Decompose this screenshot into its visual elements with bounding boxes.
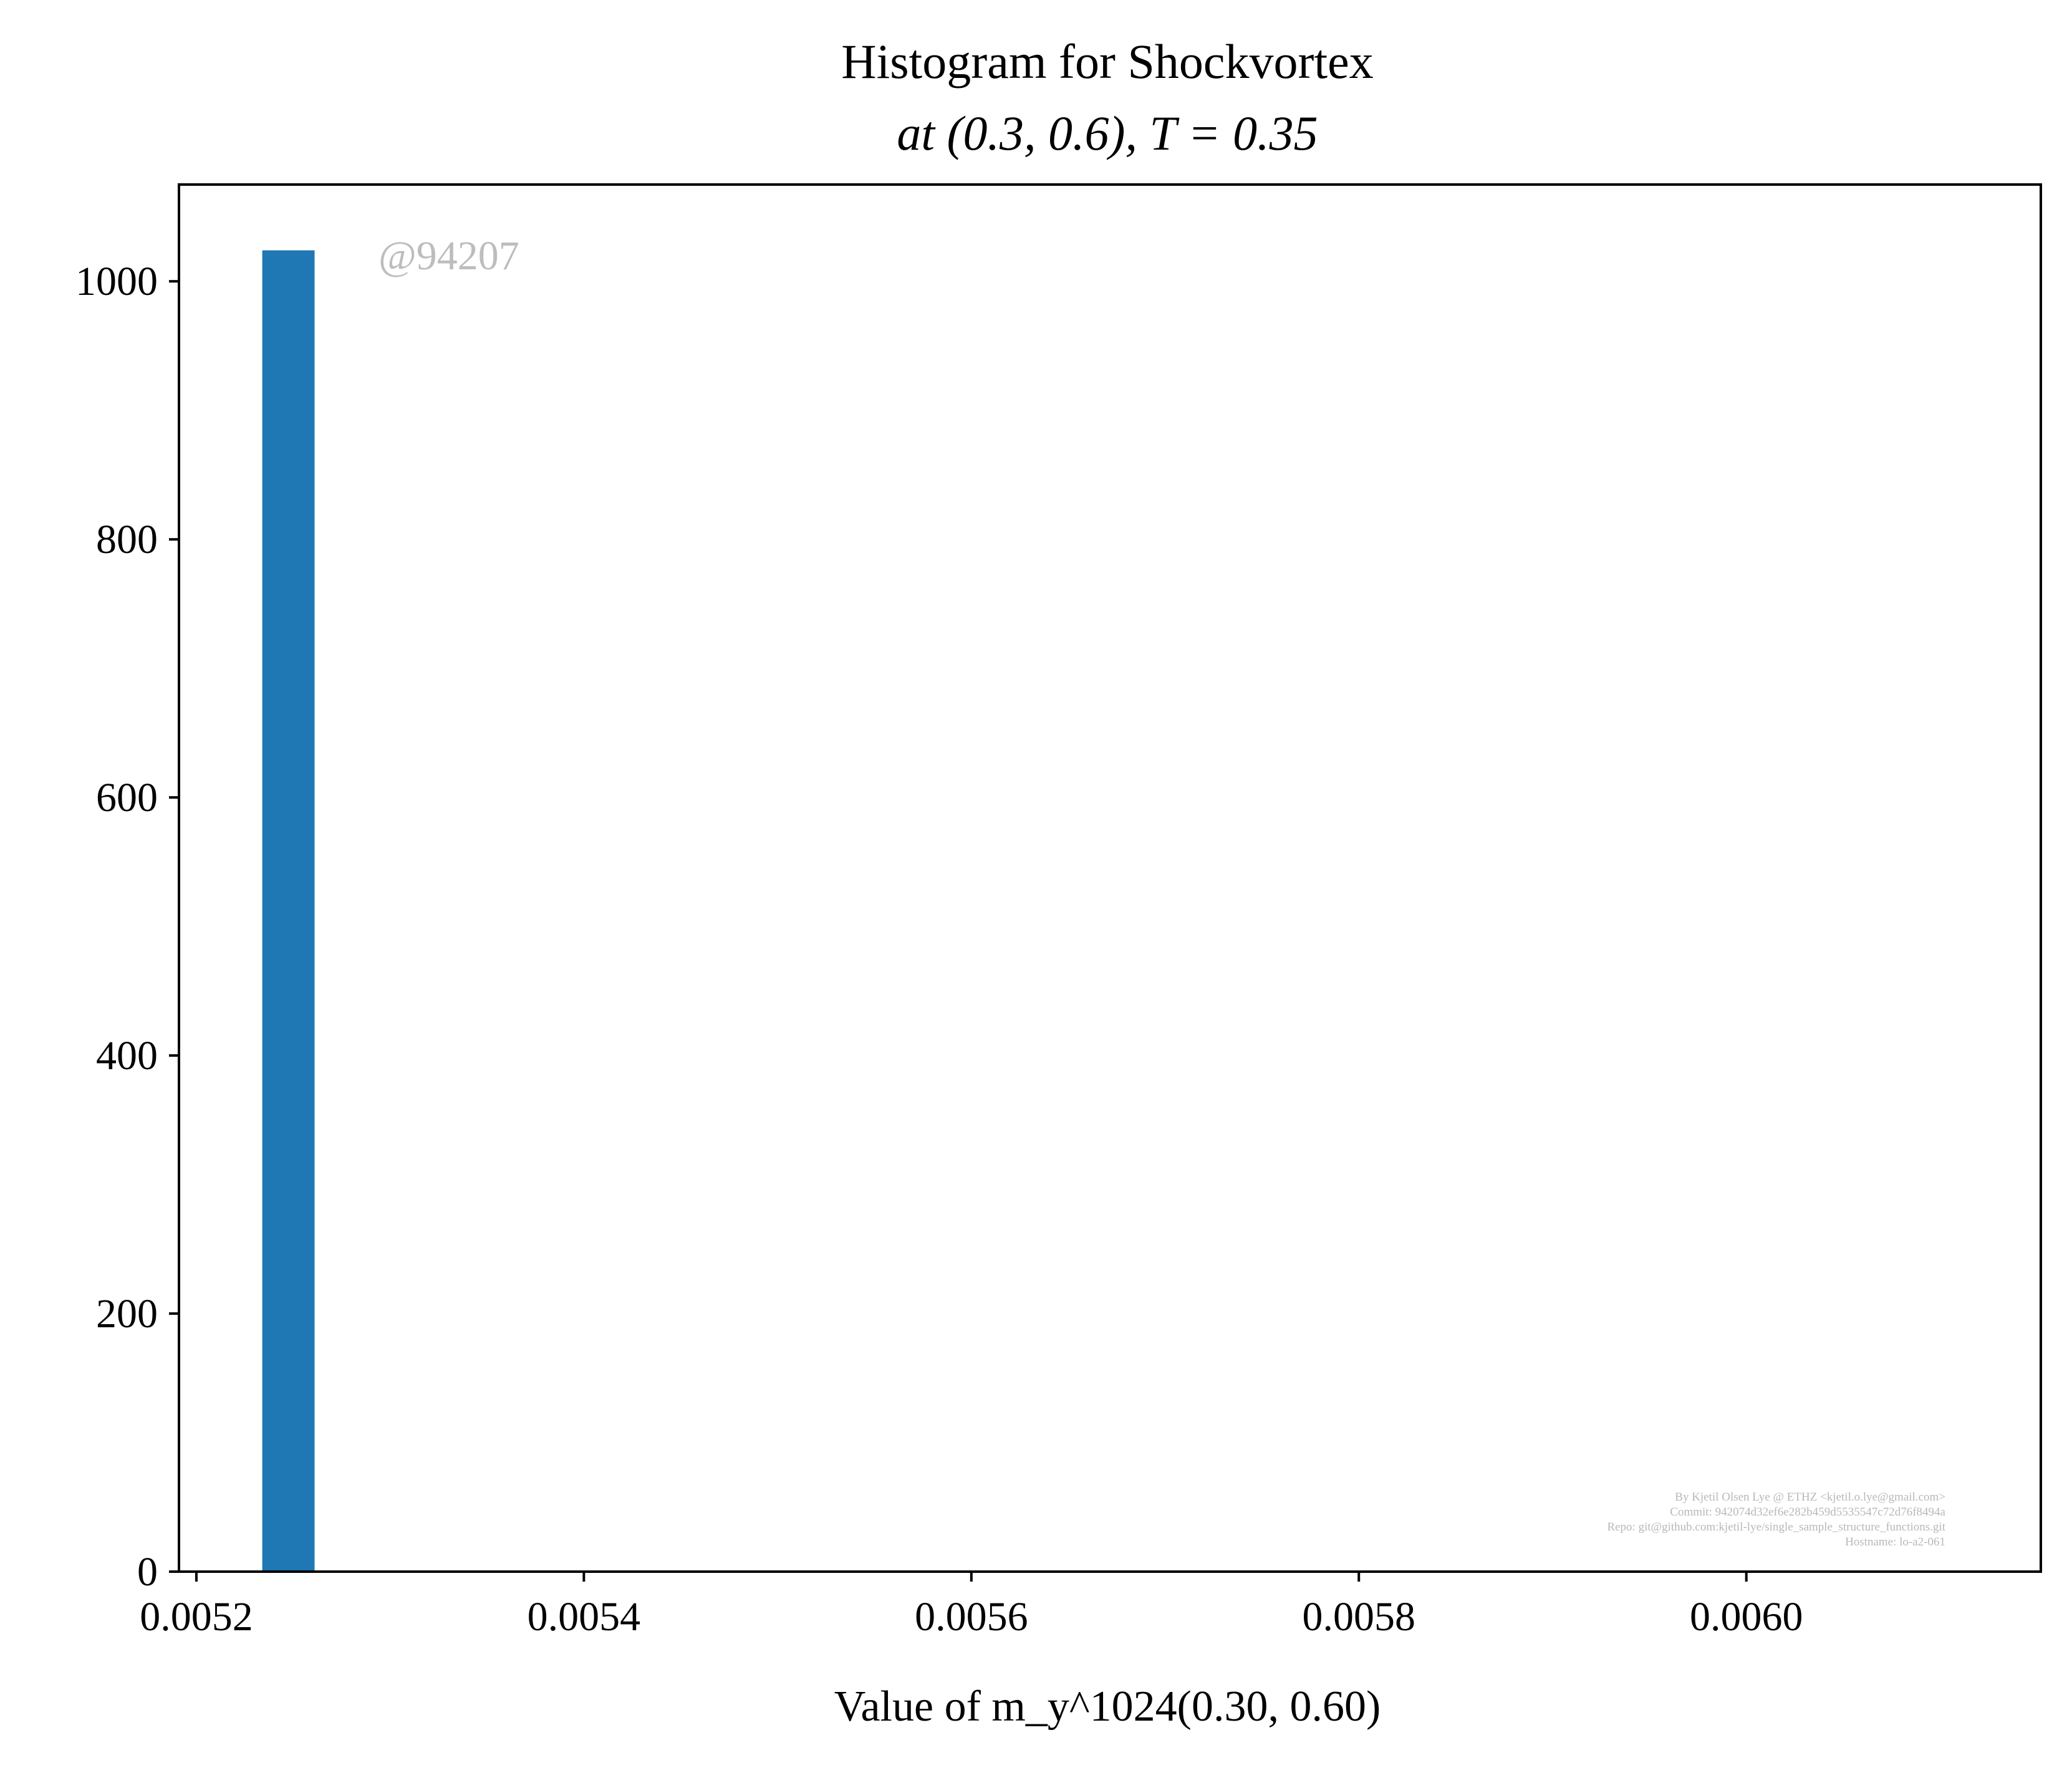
bars-layer — [262, 250, 315, 1572]
credit-line-author: By Kjetil Olsen Lye @ ETHZ <kjetil.o.lye… — [1675, 1491, 1945, 1504]
credit-line-repo: Repo: git@github.com:kjetil-lye/single_s… — [1607, 1521, 1945, 1534]
chart-title-line1: Histogram for Shockvortex — [841, 34, 1374, 89]
y-tick-label: 1000 — [75, 259, 158, 304]
watermark-label: @94207 — [378, 233, 519, 279]
x-tick-label: 0.0056 — [915, 1594, 1028, 1640]
y-tick-label: 600 — [96, 775, 158, 820]
credit-line-commit: Commit: 942074d32ef6e282b459d5535547c72d… — [1670, 1506, 1945, 1519]
y-axis-ticks: 0 200 400 600 800 1000 — [75, 259, 179, 1595]
y-tick-label: 0 — [137, 1549, 158, 1595]
axes-frame — [178, 183, 2042, 1573]
credit-line-hostname: Hostname: lo-a2-061 — [1845, 1535, 1945, 1549]
credits-block: By Kjetil Olsen Lye @ ETHZ <kjetil.o.lye… — [1607, 1491, 1945, 1549]
x-tick-label: 0.0058 — [1303, 1594, 1416, 1640]
y-tick-label: 200 — [96, 1291, 158, 1337]
histogram-bar — [262, 250, 315, 1572]
plot-area: 0.0052 0.0054 0.0056 0.0058 0.0060 0 200 400 60… — [75, 183, 2042, 1640]
x-tick-label: 0.0054 — [528, 1594, 641, 1640]
y-tick-label: 400 — [96, 1033, 158, 1079]
y-tick-label: 800 — [96, 517, 158, 562]
chart-title-line2: at (0.3, 0.6), T = 0.35 — [897, 106, 1318, 160]
x-axis-ticks: 0.0052 0.0054 0.0056 0.0058 0.0060 — [140, 1572, 1803, 1640]
x-tick-label: 0.0060 — [1690, 1594, 1803, 1640]
x-tick-label: 0.0052 — [140, 1594, 253, 1640]
x-axis-label: Value of m_y^1024(0.30, 0.60) — [834, 1683, 1381, 1731]
